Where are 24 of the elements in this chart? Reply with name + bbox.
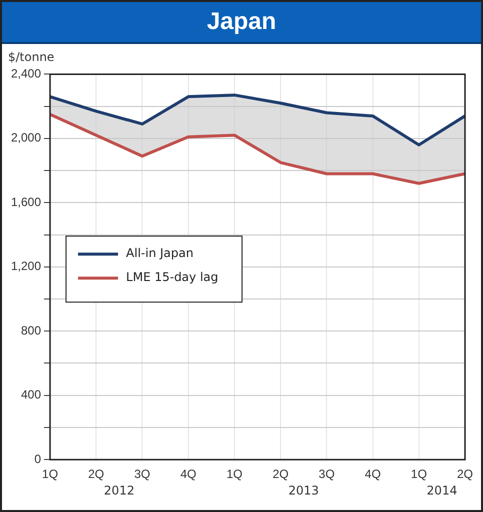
legend-label: All-in Japan <box>126 246 194 260</box>
x-tick-label: 1Q <box>42 467 58 482</box>
x-tick-label: 2Q <box>456 467 474 482</box>
chart-title: Japan <box>2 2 481 44</box>
x-tick-label: 2Q <box>88 467 104 482</box>
y-tick-label: 1,600 <box>11 194 42 209</box>
text: 2014 <box>426 484 458 498</box>
y-axis-title: $/tonne <box>8 50 54 64</box>
legend-label: LME 15-day lag <box>126 270 218 284</box>
y-tick-label: 2,000 <box>11 130 42 145</box>
y-tick-label: 1,200 <box>11 259 42 274</box>
y-tick-label: 0 <box>34 452 42 466</box>
text: 2013 <box>288 484 319 498</box>
x-tick-label: 4Q <box>364 467 381 482</box>
x-tick-label: 4Q <box>180 467 196 482</box>
y-tick-label: 800 <box>21 323 42 338</box>
x-tick-label: 3Q <box>134 467 150 482</box>
text: 2012 <box>104 484 134 498</box>
x-tick-label: 3Q <box>318 467 335 482</box>
y-tick-label: 2,400 <box>11 66 42 81</box>
x-tick-label: 1Q <box>410 467 427 482</box>
x-tick-label: 2Q <box>272 467 289 482</box>
y-tick-label: 400 <box>21 388 42 402</box>
x-tick-label: 1Q <box>226 467 242 482</box>
